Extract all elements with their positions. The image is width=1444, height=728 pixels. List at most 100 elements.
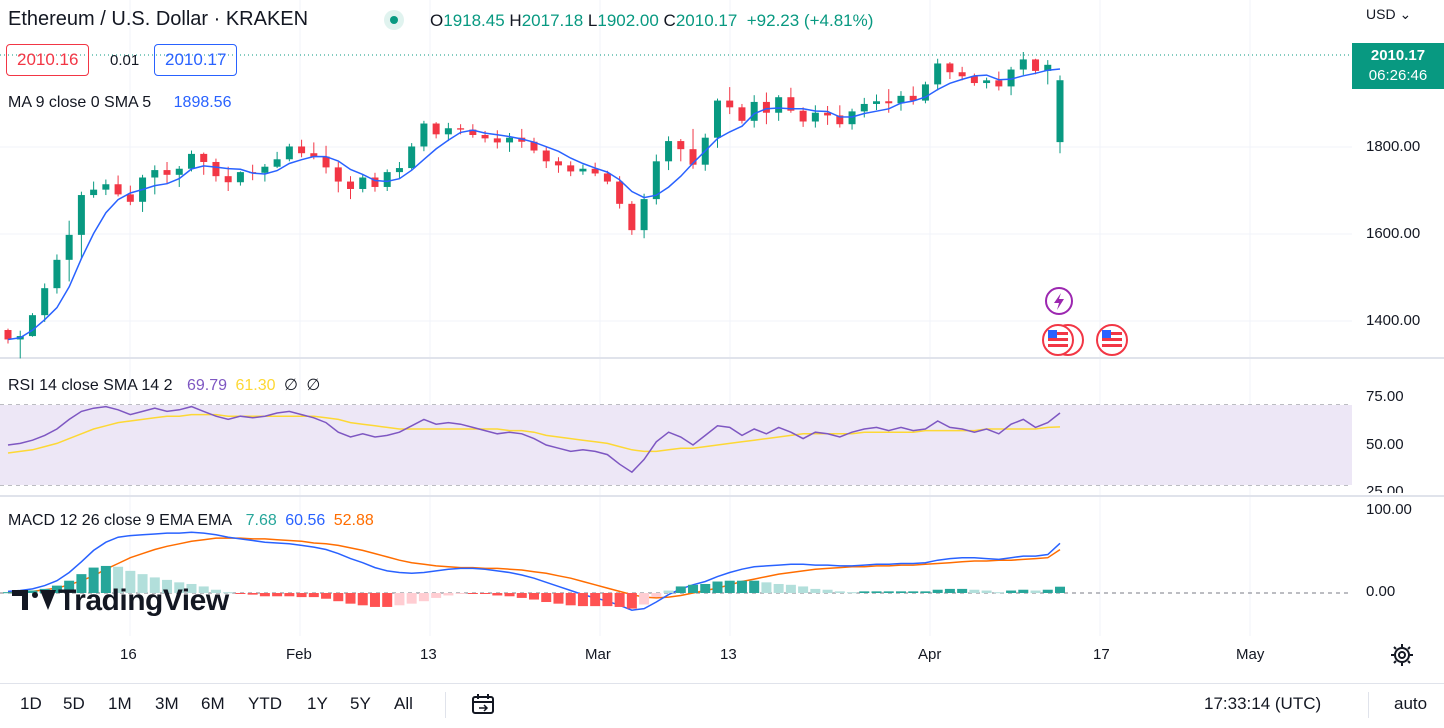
period-3m-button[interactable]: 3M: [155, 694, 179, 713]
candle-body: [383, 172, 391, 187]
candle-body: [775, 97, 783, 113]
settings-gear-icon[interactable]: [1391, 644, 1413, 666]
candle-body: [1044, 64, 1052, 71]
macd-hist-bar: [688, 584, 699, 593]
candle-body: [90, 189, 98, 196]
time-axis-label-2: Feb: [286, 646, 312, 663]
rsi-legend[interactable]: RSI 14 close SMA 14 2 69.79 61.30 ∅ ∅: [8, 375, 320, 395]
macd-hist-bar: [480, 593, 491, 594]
candle-body: [530, 141, 538, 151]
time-axis-label-4: Mar: [585, 646, 611, 663]
candle-body: [371, 177, 379, 187]
candle-body: [285, 146, 293, 160]
rsi-axis-label-1: 75.00: [1366, 388, 1404, 405]
market-status-icon[interactable]: [384, 10, 404, 30]
symbol-title[interactable]: Ethereum / U.S. Dollar · KRAKEN: [8, 8, 309, 30]
macd-hist-bar: [431, 593, 442, 598]
candle-body: [726, 100, 734, 108]
period-1d-button[interactable]: 1D: [20, 694, 42, 713]
chevron-down-icon: ⌄: [1399, 6, 1412, 22]
macd-hist-bar: [1030, 590, 1041, 593]
macd-hist-bar: [382, 593, 393, 607]
macd-hist-bar: [394, 593, 405, 606]
macd-hist-bar: [602, 593, 613, 607]
macd-hist-bar: [859, 591, 870, 593]
period-5y-button[interactable]: 5Y: [350, 694, 371, 713]
macd-hist-bar: [296, 593, 307, 598]
candle-body: [420, 123, 428, 147]
candle-body: [934, 63, 942, 85]
macd-hist-bar: [736, 580, 747, 593]
candle-body: [811, 112, 819, 122]
macd-hist-bar: [406, 593, 417, 604]
macd-hist-bar: [1055, 586, 1065, 593]
candle-body: [444, 128, 452, 135]
candle-body: [200, 153, 208, 162]
candle-body: [28, 315, 36, 337]
period-5d-button[interactable]: 5D: [63, 694, 85, 713]
ma-legend[interactable]: MA 9 close 0 SMA 5 1898.56: [8, 94, 231, 112]
candle-body: [1032, 59, 1040, 71]
macd-hist-bar: [969, 589, 980, 593]
macd-hist-bar: [1006, 590, 1017, 593]
macd-axis-label-1: 100.00: [1366, 501, 1412, 518]
period-all-button[interactable]: All: [394, 694, 413, 713]
macd-value: 60.56: [285, 512, 326, 529]
toolbar-divider: [445, 692, 446, 718]
high-value: 2017.18: [521, 11, 584, 30]
candle-body: [126, 194, 134, 202]
macd-hist-bar: [785, 584, 796, 593]
candle-body: [41, 288, 49, 316]
period-ytd-button[interactable]: YTD: [248, 694, 282, 713]
period-1y-button[interactable]: 1Y: [307, 694, 328, 713]
candle-body: [322, 156, 330, 168]
macd-hist-bar: [834, 591, 845, 593]
period-6m-button[interactable]: 6M: [201, 694, 225, 713]
candle-body: [457, 128, 465, 130]
macd-hist-bar: [3, 592, 13, 594]
chart-canvas[interactable]: [0, 0, 1444, 683]
date-range-calendar-icon[interactable]: [471, 693, 495, 715]
price-axis-label-3: 1400.00: [1366, 312, 1421, 329]
macd-hist-bar: [663, 590, 674, 593]
macd-hist-bar: [235, 593, 246, 594]
buy-price-button[interactable]: 2010.17: [154, 44, 238, 76]
us-flag-event-icon[interactable]: [1042, 324, 1084, 356]
macd-signal-value: 52.88: [333, 512, 374, 529]
sell-price-button[interactable]: 2010.16: [6, 44, 90, 76]
rsi-line: [7, 405, 1061, 474]
macd-hist-bar: [210, 589, 221, 593]
macd-hist-bar: [626, 593, 637, 609]
macd-legend[interactable]: MACD 12 26 close 9 EMA EMA 7.68 60.56 52…: [8, 512, 374, 530]
macd-hist-bar: [798, 586, 809, 593]
macd-hist-bar: [162, 579, 173, 593]
spread-value: 0.01: [110, 52, 140, 69]
macd-hist-bar: [957, 588, 968, 593]
time-axis-label-1: 16: [120, 646, 137, 663]
tradingview-logo[interactable]: TradingView: [12, 584, 229, 618]
price-axis-label-2: 1600.00: [1366, 225, 1421, 242]
macd-hist-bar: [1042, 589, 1053, 593]
us-flag-event-icon-2[interactable]: [1096, 324, 1128, 356]
macd-hist-bar: [614, 593, 625, 607]
candle-body: [53, 259, 61, 289]
utc-clock[interactable]: 17:33:14 (UTC): [1204, 694, 1322, 713]
auto-scale-button[interactable]: auto: [1394, 694, 1428, 713]
macd-hist-bar: [822, 589, 833, 593]
candle-body: [958, 72, 966, 77]
period-1m-button[interactable]: 1M: [108, 694, 132, 713]
lightning-glyph-icon: [1054, 293, 1064, 310]
macd-hist-bar: [467, 593, 478, 594]
currency-selector[interactable]: USD ⌄: [1366, 6, 1411, 23]
macd-hist-bar: [639, 593, 650, 605]
candle-body: [787, 97, 795, 111]
time-axis-label-7: 17: [1093, 646, 1110, 663]
time-axis-label-6: Apr: [918, 646, 942, 663]
candle-body: [616, 181, 624, 204]
macd-hist-bar: [137, 574, 148, 593]
price-axis-label-1: 1800.00: [1366, 138, 1421, 155]
candle-body: [236, 172, 244, 183]
low-value: 1902.00: [597, 11, 659, 30]
candle-body: [469, 129, 477, 135]
close-value: 2010.17: [675, 11, 738, 30]
